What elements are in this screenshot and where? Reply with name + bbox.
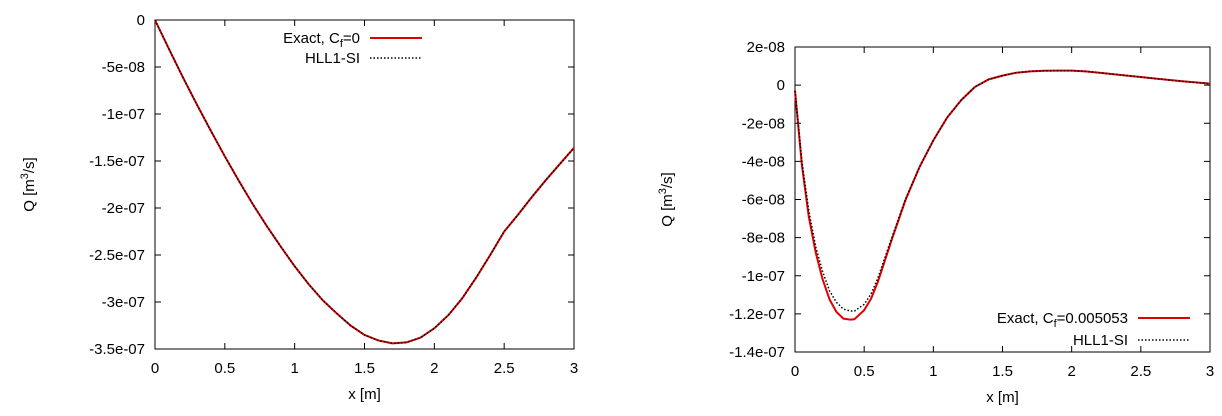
y-tick-label: -3e-07 — [102, 294, 145, 311]
x-tick-label: 0 — [151, 360, 159, 377]
y-axis-label-end: /s] — [21, 157, 38, 173]
legend-label-main: Exact, C — [283, 30, 340, 47]
y-tick-label: -3.5e-07 — [89, 341, 145, 358]
legend-label-end: =0.005053 — [1057, 310, 1128, 327]
y-axis-label-main: Q [m — [659, 194, 676, 227]
plot-frame — [794, 46, 1211, 353]
x-tick-label: 3 — [570, 360, 578, 377]
series-line-exact — [154, 19, 575, 345]
y-tick-label: 2e-08 — [747, 39, 785, 56]
legend-label-main: HLL1-SI — [305, 50, 360, 67]
x-tick-label: 1 — [929, 363, 937, 380]
y-tick-label: -2e-08 — [742, 115, 785, 132]
x-tick-label: 2.5 — [494, 360, 515, 377]
x-tick-label: 1.5 — [354, 360, 375, 377]
legend-label: HLL1-SI — [1073, 332, 1128, 349]
y-tick-label: -1e-07 — [102, 106, 145, 123]
series-line-hll1-si — [794, 69, 1211, 312]
chart-right: 0 0.5 1 1.5 2 2.5 3 2e-08 0 -2e-08 -4e-08 -6e-08 -8e… — [657, 39, 1214, 406]
y-axis-label: Q [m3/s] — [19, 157, 38, 211]
y-tick-label: -1e-07 — [742, 268, 785, 285]
x-axis-label: x [m] — [348, 386, 381, 403]
chart-left: 0 0.5 1 1.5 2 2.5 3 0 -5e-08 -1e-07 -1.5e-07 -2e-07… — [19, 12, 578, 403]
y-axis-label-main: Q [m — [21, 179, 38, 212]
x-axis-label: x [m] — [986, 389, 1019, 406]
x-tick-label: 0 — [791, 363, 799, 380]
series-line-hll1-si — [154, 19, 575, 345]
legend-label: Exact, Cf=0.005053 — [997, 310, 1128, 330]
x-tick-label: 0.5 — [854, 363, 875, 380]
legend-label-end: =0 — [343, 30, 360, 47]
legend-label: Exact, Cf=0 — [283, 30, 360, 50]
y-tick-label: -1.5e-07 — [89, 153, 145, 170]
y-tick-label: -2.5e-07 — [89, 247, 145, 264]
legend-label-main: HLL1-SI — [1073, 332, 1128, 349]
y-tick-label: 0 — [137, 12, 145, 29]
legend-label-sub: f — [1054, 318, 1058, 330]
x-tick-label: 1 — [290, 360, 298, 377]
legend-label-main: Exact, C — [997, 310, 1054, 327]
x-tick-label: 0.5 — [214, 360, 235, 377]
legend-label-sub: f — [340, 38, 344, 50]
y-tick-label: -2e-07 — [102, 200, 145, 217]
x-tick-label: 2.5 — [1130, 363, 1151, 380]
series-line-exact — [794, 69, 1211, 321]
y-tick-label: -6e-08 — [742, 192, 785, 209]
x-tick-label: 1.5 — [992, 363, 1013, 380]
legend-label: HLL1-SI — [305, 50, 360, 67]
y-tick-label: -1.4e-07 — [729, 344, 785, 361]
y-tick-label: -4e-08 — [742, 153, 785, 170]
x-tick-label: 2 — [430, 360, 438, 377]
y-tick-label: -1.2e-07 — [729, 306, 785, 323]
x-tick-label: 2 — [1067, 363, 1075, 380]
plot-frame — [154, 19, 575, 350]
y-axis-label-end: /s] — [659, 172, 676, 188]
y-axis-label-sup: 3 — [657, 188, 669, 194]
x-tick-label: 3 — [1206, 363, 1214, 380]
y-tick-label: -5e-08 — [102, 59, 145, 76]
y-tick-label: -8e-08 — [742, 230, 785, 247]
y-axis-label: Q [m3/s] — [657, 172, 676, 226]
y-tick-label: 0 — [777, 77, 785, 94]
y-axis-label-sup: 3 — [19, 173, 31, 179]
